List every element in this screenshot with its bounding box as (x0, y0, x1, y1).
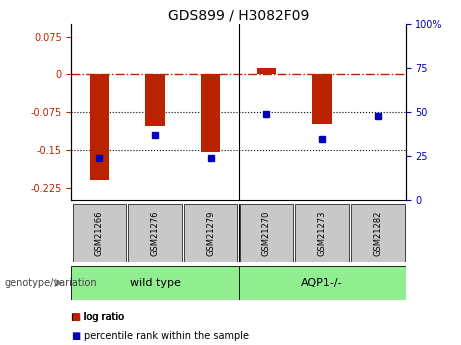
Text: GSM21279: GSM21279 (206, 210, 215, 256)
Text: GSM21266: GSM21266 (95, 210, 104, 256)
Bar (72, 204, 126, 262)
Bar (296, 204, 349, 262)
Bar (201, 75, 220, 152)
Title: GDS899 / H3082F09: GDS899 / H3082F09 (168, 9, 309, 23)
Text: wild type: wild type (130, 278, 180, 288)
Text: GSM21276: GSM21276 (150, 210, 160, 256)
Text: genotype/variation: genotype/variation (5, 278, 97, 288)
Text: GSM21282: GSM21282 (373, 210, 382, 256)
Bar (313, 75, 332, 124)
Bar (238, 266, 406, 300)
Text: GSM21273: GSM21273 (318, 210, 327, 256)
Bar (257, 68, 276, 75)
Text: percentile rank within the sample: percentile rank within the sample (84, 332, 249, 341)
Bar (351, 204, 405, 262)
Bar (240, 204, 293, 262)
Bar (128, 204, 182, 262)
Bar (71, 266, 239, 300)
Text: log ratio: log ratio (84, 313, 125, 322)
Bar (89, 75, 109, 180)
Bar (184, 204, 237, 262)
Text: ■ log ratio: ■ log ratio (71, 313, 124, 322)
Text: GSM21270: GSM21270 (262, 210, 271, 256)
Bar (145, 75, 165, 126)
Text: ■: ■ (71, 313, 81, 322)
Text: AQP1-/-: AQP1-/- (301, 278, 343, 288)
Text: ■: ■ (71, 332, 81, 341)
